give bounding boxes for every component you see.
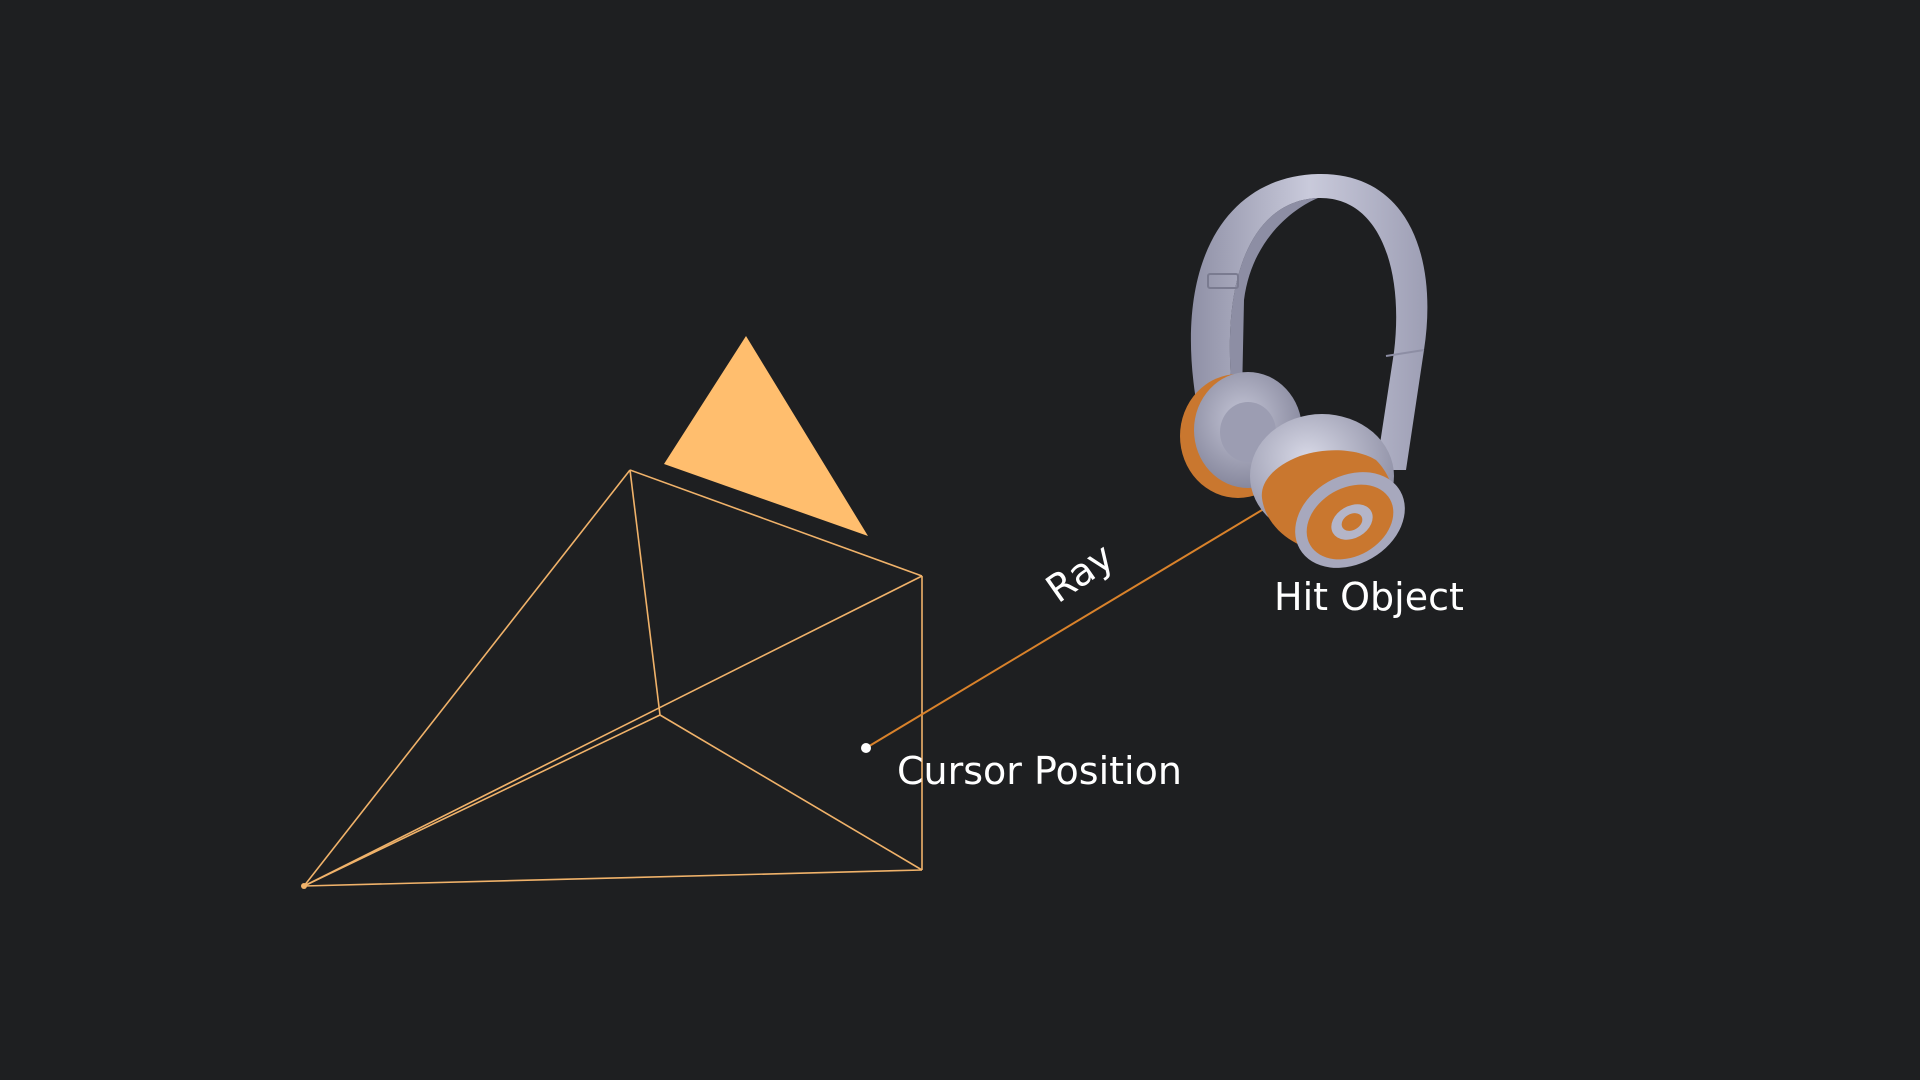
cursor-position-label: Cursor Position [897, 749, 1182, 793]
ray-line [865, 497, 1283, 749]
cursor-position-dot [861, 743, 871, 753]
headphones-icon [1180, 173, 1428, 568]
camera-up-triangle [664, 336, 868, 536]
hit-object-label: Hit Object [1274, 575, 1464, 619]
camera-origin-dot [301, 883, 307, 889]
camera-frustum-icon [303, 469, 923, 887]
ray-label: Ray [1038, 534, 1122, 611]
